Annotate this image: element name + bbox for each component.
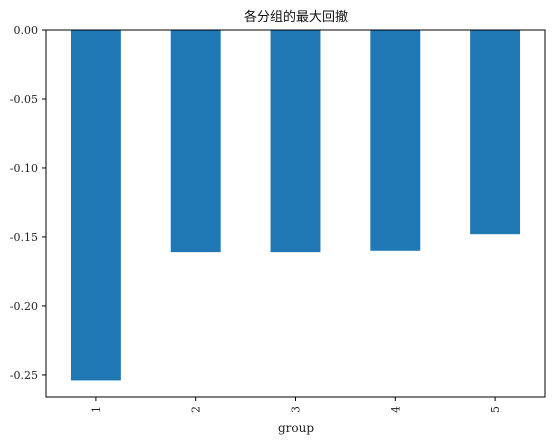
y-tick-label-3: -0.15 bbox=[10, 231, 38, 244]
x-tick-label-5: 5 bbox=[489, 406, 502, 413]
bar-group-2 bbox=[170, 30, 221, 253]
x-tick-label-2: 2 bbox=[190, 406, 203, 413]
x-axis-label: group bbox=[278, 421, 314, 435]
bar-group-5 bbox=[470, 30, 521, 235]
chart-title: 各分组的最大回撤 bbox=[244, 9, 348, 25]
y-tick-label-5: -0.25 bbox=[10, 369, 38, 382]
x-tick-label-1: 1 bbox=[90, 406, 103, 413]
x-tick-label-3: 3 bbox=[290, 406, 303, 413]
y-tick-label-2: -0.10 bbox=[10, 162, 38, 175]
x-tick-label-4: 4 bbox=[389, 406, 402, 413]
x-axis: 1 2 3 4 5 bbox=[90, 397, 502, 413]
bar-group-3 bbox=[270, 30, 321, 253]
y-tick-label-1: -0.05 bbox=[10, 93, 38, 106]
bar-group-4 bbox=[370, 30, 421, 251]
bar-group-1 bbox=[70, 30, 121, 381]
y-axis: 0.00 -0.05 -0.10 -0.15 -0.20 -0.25 bbox=[10, 24, 46, 382]
y-tick-label-0: 0.00 bbox=[14, 24, 39, 37]
y-tick-label-4: -0.20 bbox=[10, 300, 38, 313]
bars-group bbox=[70, 30, 521, 381]
